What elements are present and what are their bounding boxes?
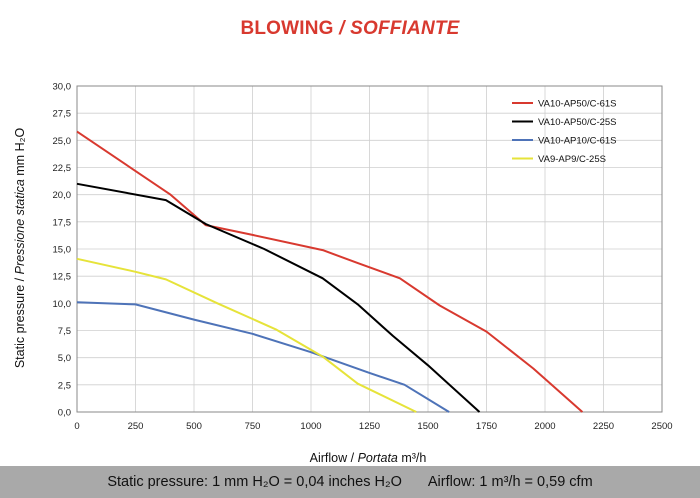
y-tick-label: 25,0 xyxy=(53,136,72,147)
legend-label-1: VA10-AP50/C-61S xyxy=(538,99,617,110)
series-line-4 xyxy=(76,257,417,413)
x-tick-label: 1750 xyxy=(476,421,497,432)
x-axis-label: Airflow / Portata m³/h xyxy=(310,451,427,465)
y-tick-label: 20,0 xyxy=(53,190,72,201)
y-tick-label: 10,0 xyxy=(53,299,72,310)
y-tick-label: 17,5 xyxy=(53,217,72,228)
x-tick-label: 2250 xyxy=(593,421,614,432)
chart-axes xyxy=(76,85,663,413)
x-tick-label: 1500 xyxy=(417,421,438,432)
x-tick-label: 1000 xyxy=(300,421,321,432)
y-tick-label: 15,0 xyxy=(53,245,72,256)
title-separator: / xyxy=(333,18,351,39)
plot-frame xyxy=(76,85,663,413)
series-line-3 xyxy=(76,301,450,413)
x-tick-label: 500 xyxy=(186,421,202,432)
y-axis-label: Static pressure / Pressione statica mm H… xyxy=(13,128,27,369)
y-tick-label: 22,5 xyxy=(53,163,72,174)
title-italic: SOFFIANTE xyxy=(350,18,460,39)
legend-label-4: VA9-AP9/C-25S xyxy=(538,154,606,165)
legend-label-2: VA10-AP50/C-25S xyxy=(538,117,617,128)
chart-series xyxy=(76,130,584,413)
chart-ticks: 0,0 2,5 5,0 7,5 10,0 12,5 15,0 17,5 20,0 22,5 25,0… xyxy=(53,82,673,433)
x-tick-label: 750 xyxy=(245,421,261,432)
series-line-2 xyxy=(76,182,481,413)
x-tick-label: 0 xyxy=(74,421,79,432)
series-line-1 xyxy=(76,130,584,413)
y-tick-label: 12,5 xyxy=(53,272,72,283)
legend-label-3: VA10-AP10/C-61S xyxy=(538,136,617,147)
y-tick-label: 27,5 xyxy=(53,109,72,120)
airflow-conversion: Airflow: 1 m³/h = 0,59 cfm xyxy=(427,474,593,490)
x-tick-label: 1250 xyxy=(359,421,380,432)
title-main: BLOWING xyxy=(240,18,334,39)
chart-legend: VA10-AP50/C-61S VA10-AP50/C-25S VA10-AP10/… xyxy=(512,99,617,165)
y-tick-label: 5,0 xyxy=(58,353,71,364)
performance-chart: 0,0 2,5 5,0 7,5 10,0 12,5 15,0 17,5 20,0 22,5 25,0… xyxy=(13,82,673,466)
chart-title: BLOWING / SOFFIANTE xyxy=(0,18,700,40)
y-tick-label: 7,5 xyxy=(58,326,71,337)
y-tick-label: 2,5 xyxy=(58,380,71,391)
y-tick-label: 30,0 xyxy=(53,82,72,93)
x-tick-label: 2000 xyxy=(534,421,555,432)
unit-conversion-footer: Static pressure: 1 mm H₂O = 0,04 inches … xyxy=(0,466,700,498)
pressure-conversion: Static pressure: 1 mm H₂O = 0,04 inches … xyxy=(107,474,402,490)
y-tick-label: 0,0 xyxy=(58,408,71,419)
x-tick-label: 250 xyxy=(128,421,144,432)
x-tick-label: 2500 xyxy=(651,421,672,432)
